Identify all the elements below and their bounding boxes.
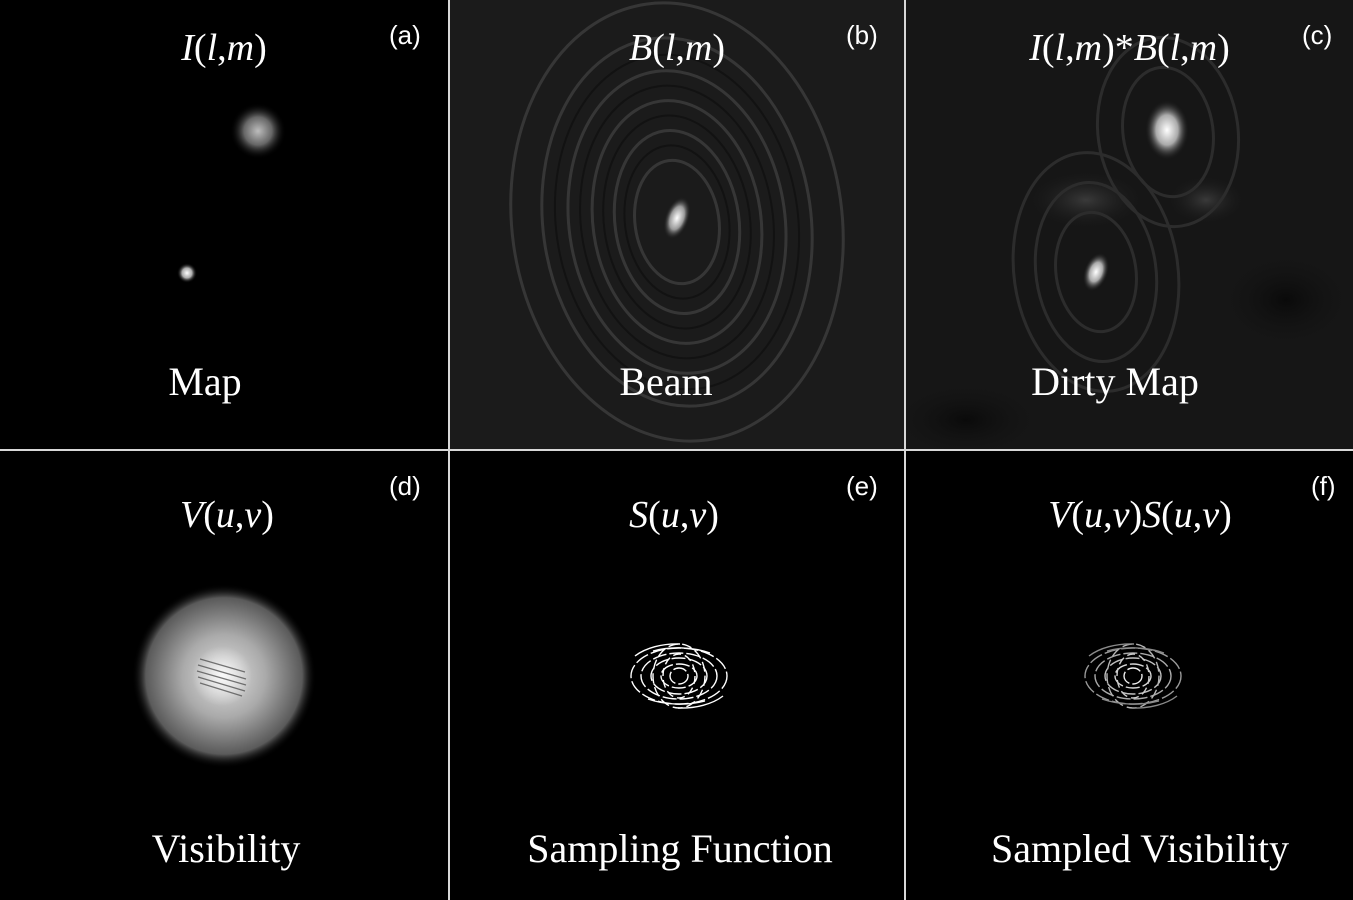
panel-sampling-function: S(u,v) (e) Sampling Function: [450, 451, 904, 900]
panel-tag: (e): [846, 471, 878, 501]
map-image: [177, 103, 286, 283]
panel-tag: (c): [1302, 20, 1333, 50]
panel-beam: B(l,m) (b) Beam: [450, 0, 904, 449]
panel-tag: (d): [389, 471, 421, 501]
panel-caption: Sampling Function: [527, 826, 833, 871]
panel-dirty-map: I(l,m)*B(l,m) (c) Dirty Map: [906, 0, 1353, 449]
panel-tag: (a): [389, 20, 421, 50]
panel-caption: Sampled Visibility: [991, 826, 1289, 871]
panel-caption: Beam: [619, 359, 713, 404]
formula-intensity: I(l,m): [181, 27, 267, 69]
panel-tag: (f): [1311, 471, 1336, 501]
uv-coverage: [630, 643, 728, 709]
panel-visibility: V(u,v) (d) Visibility: [0, 451, 448, 900]
extended-source-peak: [1145, 100, 1189, 160]
panel-tag: (b): [846, 20, 878, 50]
panel-caption: Map: [168, 359, 242, 404]
formula-beam: B(l,m): [628, 27, 726, 69]
panel-caption: Visibility: [151, 826, 301, 871]
panel-sampled-visibility: V(u,v)S(u,v) (f) Sampled Visibility: [906, 451, 1353, 900]
panel-map: I(l,m) (a) Map: [0, 0, 448, 449]
point-source-peak: [1082, 252, 1110, 292]
formula-sampling: S(u,v): [629, 494, 719, 536]
dirty-map-image: [906, 35, 1353, 449]
beam-peak: [663, 196, 691, 240]
beam-image: [509, 1, 845, 443]
horizontal-divider: [0, 449, 1353, 451]
extended-source: [230, 103, 286, 159]
formula-visibility: V(u,v): [180, 494, 274, 536]
formula-dirty-map: I(l,m)*B(l,m): [1029, 27, 1230, 69]
visibility-image: [132, 584, 316, 768]
formula-sampled-visibility: V(u,v)S(u,v): [1048, 494, 1232, 536]
panel-caption: Dirty Map: [1031, 359, 1199, 404]
sampled-visibility-image: [1084, 643, 1182, 709]
point-source: [177, 263, 197, 283]
